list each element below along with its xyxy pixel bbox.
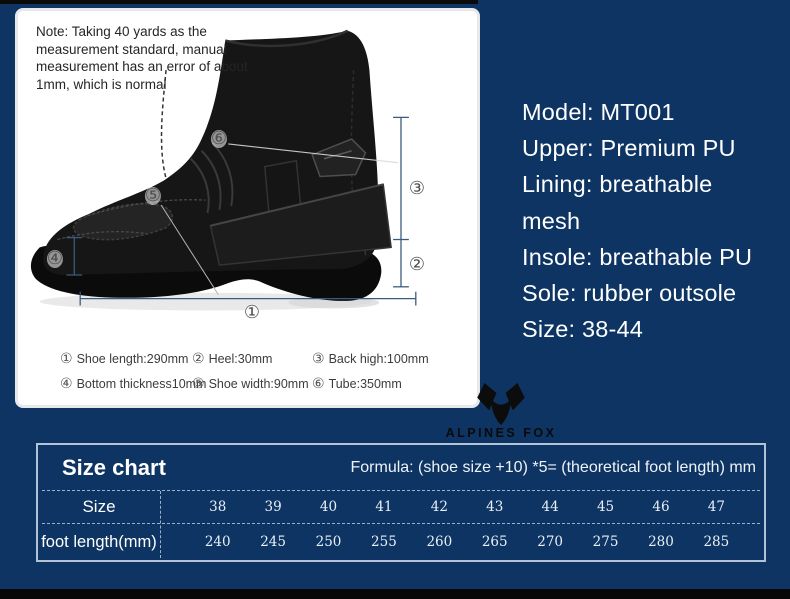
foot-length-cell: 270: [537, 534, 564, 550]
foot-length-cell: 245: [260, 534, 286, 550]
callout-3: ③: [408, 178, 426, 199]
legend-label: Tube:350mm: [328, 377, 402, 391]
size-cell: 38: [209, 499, 227, 515]
foot-length-cell: 255: [371, 534, 397, 550]
foot-length-cell: 285: [703, 534, 730, 550]
foot-length-row: foot length(mm) 240 245 250 255 260 265 …: [38, 524, 764, 560]
size-cell: 41: [375, 499, 393, 515]
spec-size: Size: 38-44: [522, 316, 644, 343]
size-cell: 42: [430, 499, 448, 515]
dimension-lines: [66, 116, 417, 306]
brand-name: ALPINES FOX: [445, 426, 557, 440]
size-values: 38 39 40 41 42 43 44 45 46 47: [160, 491, 764, 523]
foot-length-values: 240 245 250 255 260 265 270 275 280 285: [160, 524, 764, 560]
callout-5: ⑤: [144, 185, 162, 206]
size-row-label: Size: [82, 497, 116, 516]
legend-num: ①: [60, 351, 73, 367]
divider: [42, 490, 760, 491]
size-chart: Size chart Formula: (shoe size +10) *5= …: [36, 443, 766, 562]
callout-6: ⑥: [210, 128, 228, 149]
boot-photo: [30, 29, 417, 311]
spec-sole: Sole: rubber outsole: [522, 280, 737, 307]
legend-label: Heel:30mm: [208, 352, 273, 366]
legend-num: ④: [60, 376, 73, 392]
foot-row-label: foot length(mm): [41, 532, 157, 551]
legend-num: ③: [312, 351, 325, 367]
legend-label: Back high:100mm: [328, 352, 429, 366]
legend-num: ⑤: [192, 376, 205, 392]
size-cell: 46: [652, 499, 670, 515]
product-photo-panel: Note: Taking 40 yards as the measurement…: [15, 8, 480, 408]
spec-lining: Lining: breathable: [522, 171, 713, 198]
size-chart-header: Size chart Formula: (shoe size +10) *5= …: [38, 445, 764, 491]
legend-item: ③ Back high:100mm: [312, 351, 462, 367]
size-chart-title: Size chart: [62, 455, 166, 480]
divider: [42, 523, 760, 524]
size-cell: 45: [596, 499, 615, 515]
fox-head-icon: [477, 383, 525, 425]
foot-length-cell: 240: [204, 534, 231, 550]
spec-lining-wrap: mesh: [522, 207, 581, 234]
measurement-note: Note: Taking 40 yards as the measurement…: [36, 24, 248, 92]
size-cell: 39: [264, 499, 282, 515]
foot-length-cell: 250: [315, 534, 342, 550]
size-formula: Formula: (shoe size +10) *5= (theoretica…: [350, 459, 756, 476]
brand-logo: ALPINES FOX: [430, 381, 572, 443]
size-cell: 44: [541, 499, 559, 515]
legend-item: ⑥ Tube:350mm: [312, 376, 462, 392]
bottom-bar: [0, 589, 790, 599]
foot-length-cell: 260: [426, 534, 453, 550]
legend-num: ②: [192, 351, 205, 367]
legend-label: Shoe width:90mm: [208, 377, 309, 391]
foot-length-cell: 280: [648, 534, 674, 550]
legend-item: ① Shoe length:290mm: [60, 351, 192, 367]
size-cell: 40: [319, 499, 338, 515]
legend-num: ⑥: [312, 376, 325, 392]
callout-1: ①: [243, 302, 261, 323]
spec-model: Model: MT001: [522, 99, 675, 125]
legend-label: Bottom thickness10mm: [76, 377, 207, 391]
spec-insole: Insole: breathable PU: [522, 243, 753, 270]
divider: [160, 491, 161, 558]
size-cell: 43: [486, 499, 504, 515]
spec-upper: Upper: Premium PU: [522, 135, 736, 162]
product-specs: Model: MT001 Upper: Premium PU Lining: b…: [522, 94, 790, 347]
photo-top-edge: [0, 0, 478, 4]
foot-length-cell: 275: [592, 534, 619, 550]
measurement-legend: ① Shoe length:290mm ② Heel:30mm ③ Back h…: [60, 351, 465, 392]
callout-2: ②: [408, 254, 426, 275]
legend-label: Shoe length:290mm: [76, 352, 189, 366]
foot-length-cell: 265: [481, 534, 508, 550]
size-row: Size 38 39 40 41 42 43 44 45 46 47: [38, 491, 764, 523]
legend-item: ⑤ Shoe width:90mm: [192, 376, 312, 392]
legend-item: ④ Bottom thickness10mm: [60, 376, 206, 392]
size-cell: 47: [707, 499, 725, 515]
legend-item: ② Heel:30mm: [192, 351, 312, 367]
callout-4: ④: [46, 248, 64, 269]
